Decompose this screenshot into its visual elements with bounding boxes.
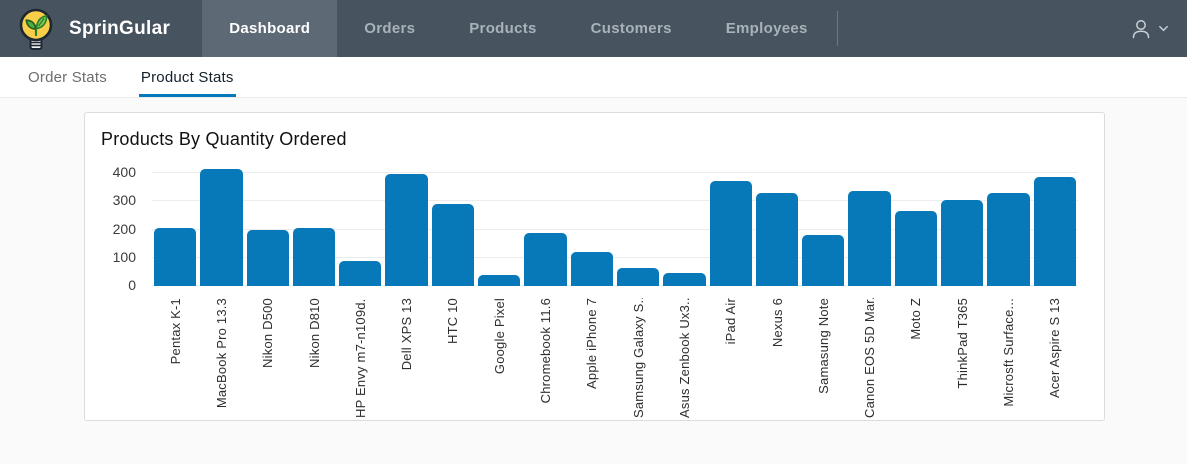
gridline xyxy=(152,200,1078,202)
chart-bar xyxy=(292,228,336,286)
chart-bar xyxy=(848,191,891,286)
app-header: SprinGular Dashboard Orders Products Cus… xyxy=(0,0,1187,57)
bar-slot xyxy=(337,160,383,286)
y-axis-spacer xyxy=(99,286,152,420)
y-tick-label: 0 xyxy=(128,277,136,293)
bar-slot xyxy=(383,160,429,286)
x-axis-label: Asus Zenbook Ux3... xyxy=(676,298,692,418)
x-axis-label: Nikon D500 xyxy=(260,298,276,368)
bar-slot xyxy=(1032,160,1078,286)
x-axis-label: Samsung Galaxy S... xyxy=(630,298,646,418)
bar-slot xyxy=(291,160,337,286)
chart-bar xyxy=(154,228,197,286)
nav-customers[interactable]: Customers xyxy=(590,20,672,37)
x-axis-label: MacBook Pro 13.3 xyxy=(213,298,229,409)
chart-bar xyxy=(894,211,938,286)
chart-bar xyxy=(616,267,660,286)
bar-slot xyxy=(985,160,1031,286)
y-tick-label: 100 xyxy=(112,248,136,265)
x-axis-label: Moto Z xyxy=(908,298,924,340)
products-quantity-bar-chart: 0 100 200 300 400 Pentax K-1 MacBook Pro 13.3… xyxy=(99,160,1090,420)
chart-bar xyxy=(431,204,475,286)
y-tick-label: 300 xyxy=(112,192,136,209)
header-divider xyxy=(836,11,838,46)
x-axis-label: Apple iPhone 7 xyxy=(584,298,600,389)
gridline xyxy=(152,228,1078,230)
x-axis-label: Pentax K-1 xyxy=(167,298,183,365)
gridline xyxy=(152,172,1078,173)
chart-title: Products By Quantity Ordered xyxy=(101,129,347,149)
x-axis-label: Acer Aspire S 13 xyxy=(1047,298,1063,399)
bar-slot xyxy=(476,160,522,286)
bar-slot xyxy=(893,160,939,286)
x-axis-label: Microsft Surface... xyxy=(1000,298,1016,407)
stats-tabbar: Order Stats Product Stats xyxy=(0,57,1187,98)
springular-lightbulb-logo-icon xyxy=(16,6,56,52)
chart-bar xyxy=(802,235,845,286)
x-axis-labels: Pentax K-1 MacBook Pro 13.3 Nikon D500 Niko… xyxy=(152,286,1078,420)
nav-dashboard[interactable]: Dashboard xyxy=(202,0,338,57)
nav-products[interactable]: Products xyxy=(469,20,537,37)
chart-bar xyxy=(200,168,243,286)
y-tick-label: 200 xyxy=(112,220,136,237)
nav-employees[interactable]: Employees xyxy=(725,20,808,37)
gridline xyxy=(152,256,1078,258)
tab-order-stats[interactable]: Order Stats xyxy=(28,69,107,86)
brand[interactable]: SprinGular xyxy=(0,0,192,57)
x-axis-label: ThinkPad T365 xyxy=(954,298,970,389)
x-axis-label: Chromebook 11.6 xyxy=(538,298,554,404)
brand-name: SprinGular xyxy=(69,17,171,39)
bar-slot xyxy=(846,160,892,286)
chart-card: Products By Quantity Ordered 0 100 200 300 4… xyxy=(84,112,1105,421)
bar-slot xyxy=(198,160,244,286)
chart-bar xyxy=(570,252,613,286)
y-tick-label: 400 xyxy=(112,164,136,180)
bars-container xyxy=(152,160,1078,286)
content-area: Products By Quantity Ordered 0 100 200 300 4… xyxy=(0,98,1187,464)
bar-slot xyxy=(522,160,568,286)
x-axis-label: Samasung Note xyxy=(815,298,831,394)
chevron-down-icon xyxy=(1158,23,1169,34)
chart-bar xyxy=(246,230,289,286)
gridline xyxy=(152,285,1078,286)
nav-orders[interactable]: Orders xyxy=(364,20,416,37)
chart-bar xyxy=(663,273,706,286)
x-axis-label: Canon EOS 5D Mar... xyxy=(862,298,878,418)
main-nav: Dashboard Orders Products Customers Empl… xyxy=(202,0,834,57)
bar-slot xyxy=(430,160,476,286)
plot-area xyxy=(152,160,1078,286)
bar-slot xyxy=(569,160,615,286)
chart-bar xyxy=(385,174,428,286)
chart-bar xyxy=(478,274,521,286)
chart-bar xyxy=(755,192,799,286)
bar-slot xyxy=(661,160,707,286)
bar-slot xyxy=(939,160,985,286)
bar-slot xyxy=(615,160,661,286)
chart-bar xyxy=(941,199,984,286)
bar-slot xyxy=(708,160,754,286)
bar-slot xyxy=(754,160,800,286)
x-axis-label: Dell XPS 13 xyxy=(399,298,415,371)
x-axis-label: iPad Air xyxy=(723,298,739,345)
chart-bar xyxy=(987,192,1030,286)
x-axis-label: Nexus 6 xyxy=(769,298,785,348)
y-axis: 0 100 200 300 400 xyxy=(99,160,152,292)
x-axis-label: Nikon D810 xyxy=(306,298,322,368)
user-menu[interactable] xyxy=(1129,0,1187,57)
bar-slot xyxy=(800,160,846,286)
x-axis-label: HTC 10 xyxy=(445,298,461,344)
user-icon xyxy=(1129,17,1153,41)
bar-slot xyxy=(152,160,198,286)
bar-slot xyxy=(245,160,291,286)
chart-bar xyxy=(524,232,567,286)
chart-bar xyxy=(1033,177,1076,286)
chart-bar xyxy=(709,181,752,286)
tab-product-stats[interactable]: Product Stats xyxy=(138,69,236,97)
x-axis-label: Google Pixel xyxy=(491,298,507,375)
x-axis-label: HP Envy m7-n109d... xyxy=(352,298,368,418)
chart-bar xyxy=(339,260,382,286)
